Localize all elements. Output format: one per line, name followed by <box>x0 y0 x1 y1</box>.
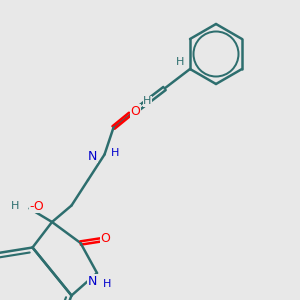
Text: H: H <box>176 57 184 68</box>
Text: O: O <box>130 104 140 118</box>
Text: -O: -O <box>29 200 44 213</box>
Text: N: N <box>88 149 97 163</box>
Text: H: H <box>103 278 111 289</box>
Text: H: H <box>111 148 119 158</box>
Text: H: H <box>143 96 152 106</box>
Text: O: O <box>100 232 110 245</box>
Text: N: N <box>88 275 97 288</box>
Text: H: H <box>11 201 19 211</box>
